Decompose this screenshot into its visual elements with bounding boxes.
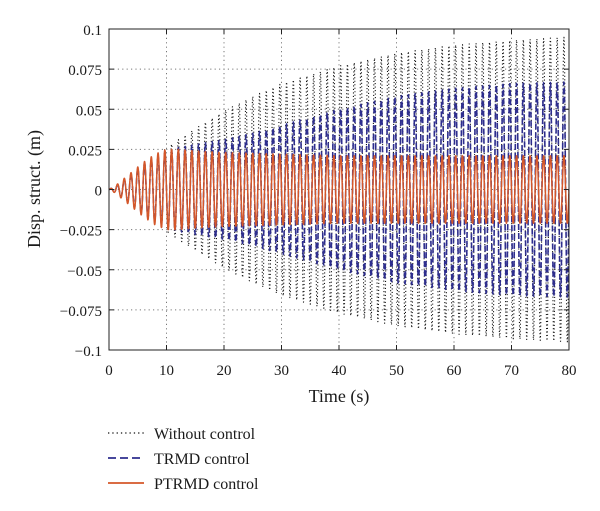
y-tick-label: 0.1 [83,23,102,39]
x-axis-label: Time (s) [309,386,370,407]
y-tick-label: 0.075 [68,63,102,79]
x-tick-label: 20 [217,363,232,379]
x-tick-label: 0 [105,363,113,379]
legend-label-3: PTRMD control [154,476,259,493]
y-tick-label: 0.05 [76,103,102,119]
legend-label-1: Without control [154,426,256,443]
series-line-1 [109,36,569,343]
y-tick-label: 0 [95,184,103,200]
legend: Without control TRMD control PTRMD control [108,426,259,493]
x-tick-labels: 0 10 20 30 40 50 60 70 80 [105,363,576,379]
x-tick-label: 80 [562,363,577,379]
legend-label-2: TRMD control [154,451,250,468]
y-tick-label: −0.05 [67,264,102,280]
series-layer [109,36,569,343]
x-tick-label: 50 [389,363,404,379]
y-tick-labels: −0.1 −0.075 −0.05 −0.025 0 0.025 0.05 0.075 0.1 [60,23,102,360]
y-tick-label: −0.025 [60,224,102,240]
x-tick-label: 70 [504,363,519,379]
x-tick-label: 30 [274,363,289,379]
tick-marks [108,28,570,351]
x-tick-label: 40 [332,363,347,379]
x-tick-label: 60 [447,363,462,379]
series-line-3 [109,148,569,231]
y-axis-label: Disp. struct. (m) [24,130,45,248]
y-tick-label: 0.025 [68,143,102,159]
y-tick-label: −0.1 [75,344,102,360]
y-tick-label: −0.075 [60,304,102,320]
x-tick-label: 10 [159,363,174,379]
